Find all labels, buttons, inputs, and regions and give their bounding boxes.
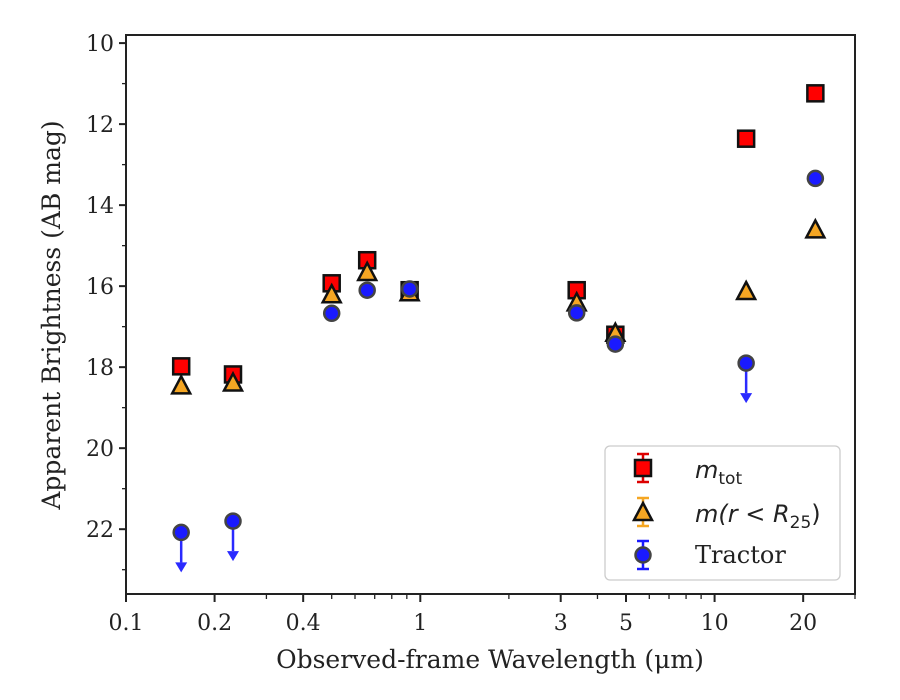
plot-area-frame — [125, 34, 856, 595]
series-triangle — [170, 217, 827, 395]
legend-entry-mtot: mtot — [633, 452, 742, 489]
legend-label-mtot: m — [695, 456, 718, 484]
y-tick-label: 12 — [86, 113, 114, 138]
svg-text:mtot: mtot — [695, 456, 742, 489]
data-point-square — [736, 129, 756, 148]
data-marks — [170, 84, 827, 573]
upper-limit-arrow-head — [227, 551, 240, 562]
data-point-circle — [224, 512, 242, 530]
legend-triangle-marker — [631, 500, 655, 522]
data-point-circle — [172, 523, 190, 542]
data-point-square — [171, 357, 191, 376]
data-point-triangle — [804, 217, 827, 239]
legend-label-tractor: Tractor — [695, 541, 786, 569]
y-axis: 10 12 14 16 18 20 22 — [86, 32, 126, 571]
y-tick-label: 18 — [86, 356, 114, 381]
x-tick-label: 1 — [413, 611, 427, 636]
upper-limit-arrow-head — [740, 393, 753, 404]
legend-label-m-r25-tail: ) — [811, 500, 820, 528]
legend-circle-marker — [634, 546, 652, 564]
x-tick-label: 10 — [701, 611, 729, 636]
x-tick-label: 20 — [789, 611, 817, 636]
x-axis: 0.1 0.2 0.4 1 3 5 10 20 — [109, 594, 856, 636]
series-square — [171, 84, 825, 384]
x-axis-title: Observed-frame Wavelength (μm) — [276, 645, 704, 674]
legend-entry-m-r25: m(r < R25) — [631, 496, 821, 533]
data-point-circle — [737, 354, 755, 372]
data-point-circle — [400, 280, 419, 298]
data-point-circle — [567, 304, 586, 322]
legend-square-marker — [633, 458, 653, 478]
series-circle — [172, 169, 825, 573]
data-point-triangle — [356, 260, 379, 282]
y-axis-title: Apparent Brightness (AB mag) — [37, 120, 66, 510]
data-point-circle — [358, 281, 376, 299]
y-tick-label: 20 — [86, 437, 114, 462]
x-tick-label: 0.2 — [197, 611, 232, 636]
legend-label-mtot-sub: tot — [718, 469, 742, 489]
data-point-triangle — [170, 373, 193, 395]
x-tick-label: 0.1 — [109, 611, 144, 636]
data-point-triangle — [735, 279, 758, 301]
legend-entry-tractor: Tractor — [634, 539, 786, 571]
y-tick-label: 10 — [86, 32, 114, 57]
data-point-triangle — [221, 370, 245, 392]
legend-label-m-r25-sub: 25 — [790, 513, 812, 533]
x-tick-label: 3 — [554, 611, 568, 636]
x-tick-label: 5 — [619, 611, 633, 636]
y-tick-label: 16 — [86, 275, 114, 300]
svg-text:m(r < R25): m(r < R25) — [695, 500, 821, 533]
data-point-circle — [322, 304, 341, 323]
legend-frame — [604, 445, 841, 581]
legend: mtot m(r < R25) Tractor — [604, 445, 841, 581]
data-point-square — [806, 84, 825, 103]
data-point-triangle — [320, 282, 343, 304]
upper-limit-arrow-head — [175, 562, 188, 573]
y-tick-label: 14 — [86, 194, 114, 219]
x-tick-label: 0.4 — [286, 611, 321, 636]
data-point-circle — [806, 169, 825, 188]
data-point-circle — [606, 335, 625, 353]
y-tick-label: 22 — [86, 518, 114, 543]
legend-label-m-r25: m(r < R — [695, 500, 790, 528]
